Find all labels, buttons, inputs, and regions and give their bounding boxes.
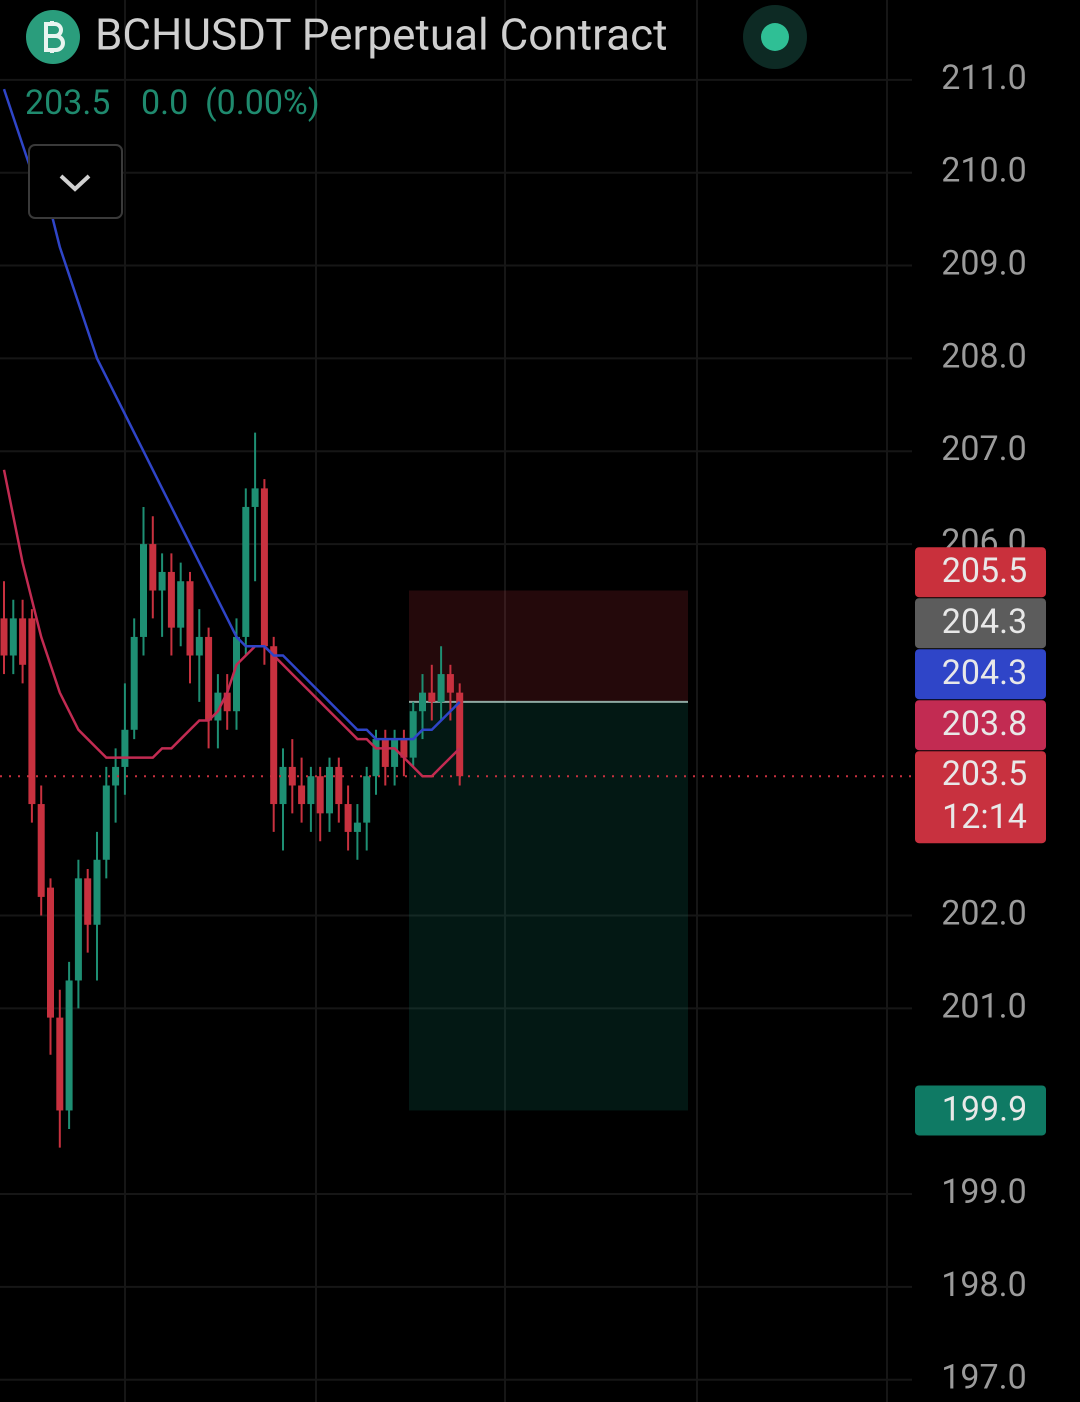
status-dot [761,23,789,51]
candle-body [288,766,296,786]
candle-body [363,776,371,823]
y-tick-label: 201.0 [941,986,1026,1026]
target-zone [409,701,688,1111]
candle-body [84,878,92,925]
target-tag-text: 199.9 [942,1089,1027,1129]
stop-tag [915,547,1046,598]
y-tick-label: 207.0 [941,429,1026,469]
price-labels: 203.512:14 203.8 204.3 204.3 205.5 199.9 [915,547,1046,1136]
candle-body [298,785,306,805]
ma-slow-tag-text: 204.3 [942,653,1027,693]
candle-body [456,692,464,777]
y-tick-label: 202.0 [941,893,1026,933]
candle-body [316,776,324,814]
position-tool [409,590,688,1111]
y-tick-label: 210.0 [941,151,1026,191]
candle-body [130,636,138,730]
candle-body [186,581,194,656]
candle-body [326,766,333,814]
chevron-icon [59,174,91,192]
candle-body [28,618,36,805]
stop-tag-text: 205.5 [942,551,1027,591]
candle-body [437,674,445,702]
coin-glyph [44,21,65,53]
current-price-text: 203.5 [942,754,1027,794]
candle-body [149,544,157,591]
ma-fast-tag [915,700,1046,751]
candle-body [335,766,343,805]
price-change-pct: (0.00%) [205,83,320,123]
candle-body [9,618,17,656]
candle-body [260,488,268,647]
candle-body [102,785,110,860]
candle-body [214,692,222,721]
candle-body [121,729,129,767]
price-axis: 197.0198.0199.0201.0202.0206.0207.0208.0… [941,58,1026,1398]
candle-body [279,766,287,805]
collapse-button[interactable] [28,144,123,219]
candle-body [391,739,399,767]
ma-line [2,88,461,741]
candle-body [307,776,315,805]
entry-tag [915,598,1046,649]
candle-body [93,859,101,925]
ma-fast-tag-text: 203.8 [942,704,1027,744]
ma-slow-tag [915,649,1046,700]
candle-body [158,571,166,591]
plot [0,88,912,1148]
candle-body [167,571,175,628]
target-tag [915,1085,1046,1136]
candle-body [381,739,389,767]
candle-body [242,506,250,637]
candle-body [65,980,73,1111]
candle-body [47,887,54,1018]
y-tick-label: 211.0 [941,58,1026,98]
candle-body [270,646,278,805]
candle-body [74,878,82,981]
candle-body [353,822,361,832]
candle-body [0,618,8,656]
y-tick-label: 197.0 [941,1358,1026,1398]
candle-body [140,544,147,637]
candle-body [195,636,203,656]
candle-body [344,804,352,832]
grid [0,78,912,1381]
current-price-tag [915,751,1046,844]
symbol-title: BCHUSDT Perpetual Contract [95,9,668,61]
candle-body [37,804,45,897]
candle-body [19,618,27,665]
y-tick-label: 208.0 [941,336,1026,376]
candle-body [205,636,213,721]
y-tick-label: 209.0 [941,244,1026,284]
stop-zone [409,590,688,702]
candle-body [409,711,417,758]
candle-body [372,739,380,777]
y-tick-label: 199.0 [941,1172,1026,1212]
entry-tag-text: 204.3 [942,602,1027,642]
candle-body [428,692,436,702]
candle-body [400,739,408,758]
last-price: 203.5 [25,83,110,123]
candle-body [177,581,185,628]
price-change: 0.0 [141,83,188,123]
y-tick-label: 198.0 [941,1265,1026,1305]
candle-body [233,636,240,712]
candle-body [112,766,120,786]
header: BCHUSDT Perpetual Contract 203.5 0.0 (0.… [25,5,807,219]
candle-body [446,674,454,693]
candle-body [251,488,259,507]
countdown-text: 12:14 [942,797,1027,837]
candle-body [56,1017,64,1111]
candle-body [223,692,231,712]
ma-line [2,469,461,778]
candle-body [419,692,426,712]
